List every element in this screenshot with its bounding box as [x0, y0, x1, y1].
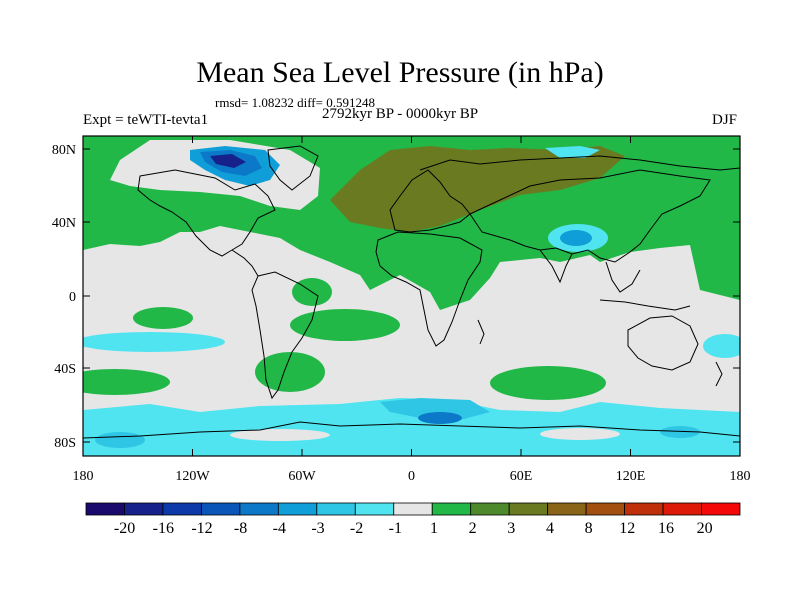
- colorbar-label: 16: [658, 520, 674, 537]
- lat-tick-label: 0: [69, 290, 76, 305]
- colorbar-box: [624, 502, 664, 516]
- colorbar-label: -3: [311, 520, 324, 537]
- colorbar-box: [662, 502, 702, 516]
- coastline-southeast-asia: [605, 261, 641, 293]
- field-region-tibet-low-core: [560, 230, 592, 246]
- colorbar-label: 2: [469, 520, 477, 537]
- lat-tick-label: 80S: [54, 436, 76, 451]
- colorbar-box: [162, 502, 202, 516]
- coastlines: [83, 145, 740, 439]
- field-region-southern-cyan-west: [83, 332, 225, 352]
- colorbar-label: 8: [585, 520, 593, 537]
- coastline-greenland: [267, 145, 319, 191]
- colorbar-box: [277, 502, 318, 516]
- lon-axis: [82, 136, 741, 456]
- coastline-antarctica: [83, 421, 740, 439]
- field-region-southern-ocean-cyan-2: [380, 398, 490, 420]
- colorbar-box: [585, 502, 625, 516]
- coastline-asia: [469, 169, 711, 263]
- season-label: DJF: [712, 112, 738, 128]
- coastline-south-america: [251, 271, 319, 400]
- field-region-southern-cyan-east: [703, 334, 740, 358]
- coastline-indonesia: [599, 299, 691, 311]
- lon-tick-label: 120W: [175, 469, 210, 484]
- lon-tick-label: 0: [408, 469, 415, 484]
- lon-tick-labels: 180 120W 60W 0 60E 120E 180: [73, 469, 751, 484]
- colorbar-label: -1: [389, 520, 402, 537]
- lon-tick-label: 180: [73, 469, 94, 484]
- field-region-eurasia-high: [330, 146, 625, 232]
- colorbar-label: -2: [350, 520, 363, 537]
- coastline-india: [539, 249, 573, 284]
- colorbar-box: [85, 502, 125, 516]
- coastline-central-america: [231, 249, 259, 277]
- colorbar-label: 12: [619, 520, 635, 537]
- colorbar-label: -4: [273, 520, 286, 537]
- lon-tick-label: 120E: [616, 469, 646, 484]
- colorbar-box: [508, 502, 549, 516]
- lat-tick-label: 40S: [54, 362, 76, 377]
- colorbar-box: [354, 502, 395, 516]
- colorbar-label: 20: [697, 520, 713, 537]
- lon-tick-label: 60W: [288, 469, 316, 484]
- colorbar-label: -8: [234, 520, 247, 537]
- field-region-greenland-low-deep: [210, 154, 246, 168]
- colorbar-label: 3: [507, 520, 515, 537]
- field-region-south-america-south: [255, 352, 325, 392]
- coastline-africa: [375, 231, 483, 347]
- map-title: Mean Sea Level Pressure (in hPa): [196, 56, 604, 89]
- coastline-arctic-coast: [419, 155, 740, 171]
- lon-tick-label: 180: [730, 469, 751, 484]
- lat-tick-label: 80N: [52, 143, 76, 158]
- field-region-south-atlantic-tropics: [290, 309, 400, 341]
- field-region-antarctic-neutral-2: [540, 428, 620, 440]
- lat-axis: [83, 148, 740, 443]
- colorbar-label: -20: [114, 520, 135, 537]
- coastline-madagascar: [477, 319, 485, 345]
- colorbar-label: -12: [191, 520, 212, 537]
- lat-tick-label: 40N: [52, 216, 76, 231]
- field-region-southern-ocean-core: [418, 412, 462, 424]
- colorbar-box: [393, 502, 433, 516]
- lon-tick-label: 60E: [510, 469, 533, 484]
- coastline-new-zealand: [715, 361, 723, 387]
- field-region-south-pacific-high: [133, 307, 193, 329]
- field-region-antarctic-neutral-1: [230, 429, 330, 441]
- field-region-antarctic-blue-1: [95, 432, 145, 448]
- colorbar: [85, 502, 741, 516]
- experiment-label: Expt = teWTI-tevta1: [83, 112, 209, 128]
- period-text: 2792kyr BP - 0000kyr BP: [322, 106, 479, 122]
- stats-text: rmsd= 1.08232 diff= 0.591248: [215, 95, 375, 110]
- colorbar-box: [124, 502, 164, 516]
- colorbar-box: [201, 502, 241, 516]
- colorbar-box: [701, 502, 741, 516]
- colorbar-box: [431, 502, 472, 516]
- colorbar-box: [470, 502, 510, 516]
- colorbar-labels: -20 -16 -12 -8 -4 -3 -2 -1 1 2 3 4 8 12 …: [114, 520, 713, 537]
- coastline-australia: [627, 315, 699, 371]
- colorbar-label: 1: [430, 520, 438, 537]
- colorbar-box: [547, 502, 587, 516]
- field-region-south-indian-midlat: [490, 366, 606, 400]
- colorbar-box: [316, 502, 356, 516]
- colorbar-label: 4: [546, 520, 554, 537]
- field-region-southern-ocean-lows: [83, 398, 740, 456]
- coastline-europe: [389, 169, 471, 233]
- colorbar-label: -16: [153, 520, 174, 537]
- colorbar-box: [239, 502, 279, 516]
- field-region-antarctic-blue-2: [660, 426, 700, 438]
- field-region-south-pacific-midlat: [83, 369, 170, 395]
- coastline-north-america: [137, 169, 276, 257]
- lat-tick-labels: 80N 40N 0 40S 80S: [52, 143, 76, 451]
- field-region-arctic-cyan: [545, 146, 600, 158]
